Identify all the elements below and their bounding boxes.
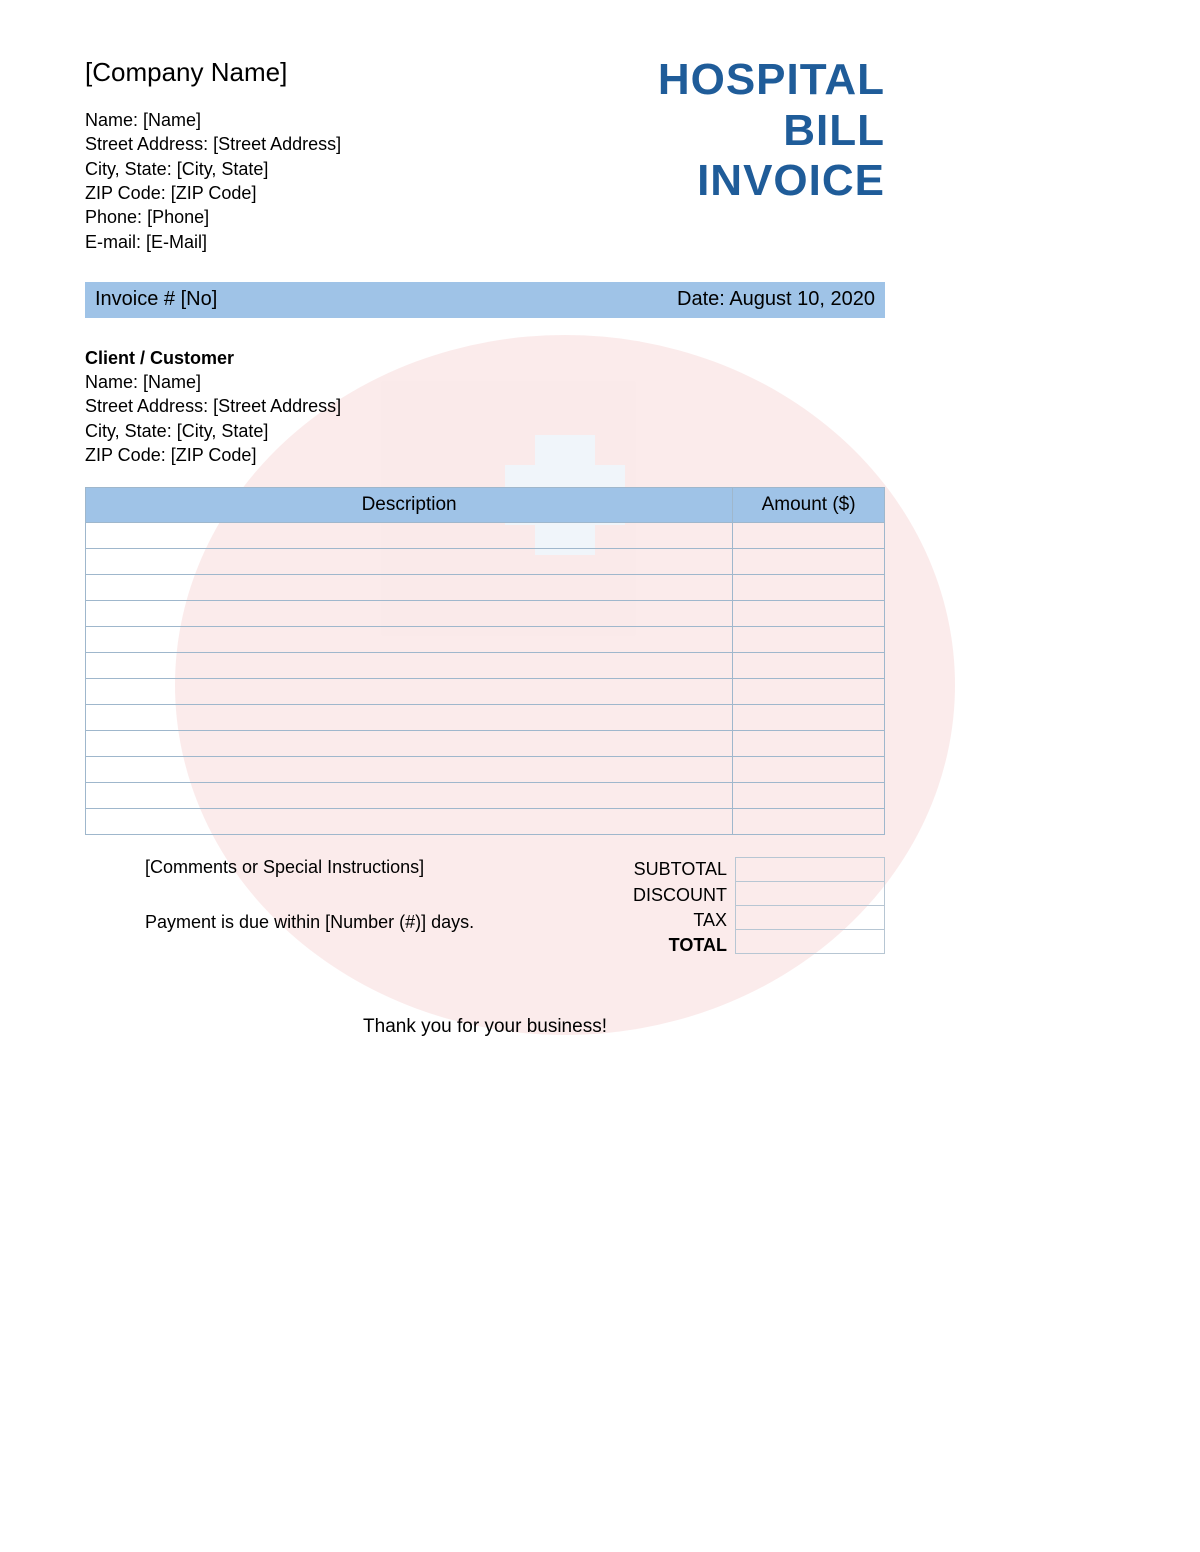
discount-label: DISCOUNT <box>585 883 727 908</box>
client-zip: ZIP Code: [ZIP Code] <box>85 443 885 467</box>
column-header-amount: Amount ($) <box>733 488 885 523</box>
totals: SUBTOTAL DISCOUNT TAX TOTAL <box>585 857 885 958</box>
total-label: TOTAL <box>585 933 727 958</box>
cell-description <box>86 809 733 835</box>
tax-label: TAX <box>585 908 727 933</box>
company-email: E-mail: [E-Mail] <box>85 230 341 254</box>
table-row <box>86 809 885 835</box>
thank-you: Thank you for your business! <box>85 1016 885 1038</box>
cell-description <box>86 757 733 783</box>
client-street: Street Address: [Street Address] <box>85 394 885 418</box>
line-items-table: Description Amount ($) <box>85 487 885 835</box>
totals-labels: SUBTOTAL DISCOUNT TAX TOTAL <box>585 857 735 958</box>
client-citystate: City, State: [City, State] <box>85 419 885 443</box>
company-contact-name: Name: [Name] <box>85 108 341 132</box>
cell-description <box>86 575 733 601</box>
cell-amount <box>733 575 885 601</box>
cell-description <box>86 731 733 757</box>
title-line-1: HOSPITAL <box>658 55 885 106</box>
totals-boxes <box>735 857 885 958</box>
table-row <box>86 783 885 809</box>
cell-amount <box>733 549 885 575</box>
table-row <box>86 705 885 731</box>
cell-amount <box>733 757 885 783</box>
cell-amount <box>733 705 885 731</box>
company-info: [Company Name] Name: [Name] Street Addre… <box>85 55 341 254</box>
table-row <box>86 653 885 679</box>
table-row <box>86 575 885 601</box>
subtotal-value <box>735 857 885 882</box>
subtotal-label: SUBTOTAL <box>585 857 727 882</box>
total-value <box>735 929 885 954</box>
cell-amount <box>733 627 885 653</box>
company-street: Street Address: [Street Address] <box>85 132 341 156</box>
title-line-3: INVOICE <box>658 156 885 207</box>
cell-amount <box>733 601 885 627</box>
table-row <box>86 601 885 627</box>
below-table: [Comments or Special Instructions] Payme… <box>85 857 885 958</box>
cell-description <box>86 679 733 705</box>
cell-amount <box>733 783 885 809</box>
company-citystate: City, State: [City, State] <box>85 157 341 181</box>
table-row <box>86 523 885 549</box>
comments-placeholder: [Comments or Special Instructions] <box>145 857 555 878</box>
invoice-date: Date: August 10, 2020 <box>677 288 875 311</box>
table-row <box>86 549 885 575</box>
cell-amount <box>733 523 885 549</box>
cell-amount <box>733 731 885 757</box>
cell-amount <box>733 653 885 679</box>
header: [Company Name] Name: [Name] Street Addre… <box>85 55 885 254</box>
notes: [Comments or Special Instructions] Payme… <box>85 857 585 958</box>
table-row <box>86 731 885 757</box>
cell-description <box>86 627 733 653</box>
invoice-number: Invoice # [No] <box>95 288 217 311</box>
table-row <box>86 627 885 653</box>
company-phone: Phone: [Phone] <box>85 205 341 229</box>
client-heading: Client / Customer <box>85 346 885 370</box>
company-zip: ZIP Code: [ZIP Code] <box>85 181 341 205</box>
cell-description <box>86 549 733 575</box>
client-info: Client / Customer Name: [Name] Street Ad… <box>85 346 885 467</box>
payment-terms: Payment is due within [Number (#)] days. <box>145 912 555 933</box>
client-name: Name: [Name] <box>85 370 885 394</box>
document-title: HOSPITAL BILL INVOICE <box>658 55 885 207</box>
invoice-info-bar: Invoice # [No] Date: August 10, 2020 <box>85 282 885 318</box>
tax-value <box>735 905 885 930</box>
cell-description <box>86 783 733 809</box>
cell-description <box>86 705 733 731</box>
cell-amount <box>733 809 885 835</box>
discount-value <box>735 881 885 906</box>
cell-amount <box>733 679 885 705</box>
column-header-description: Description <box>86 488 733 523</box>
table-row <box>86 679 885 705</box>
table-row <box>86 757 885 783</box>
company-name: [Company Name] <box>85 55 341 90</box>
cell-description <box>86 601 733 627</box>
cell-description <box>86 523 733 549</box>
title-line-2: BILL <box>658 106 885 157</box>
cell-description <box>86 653 733 679</box>
